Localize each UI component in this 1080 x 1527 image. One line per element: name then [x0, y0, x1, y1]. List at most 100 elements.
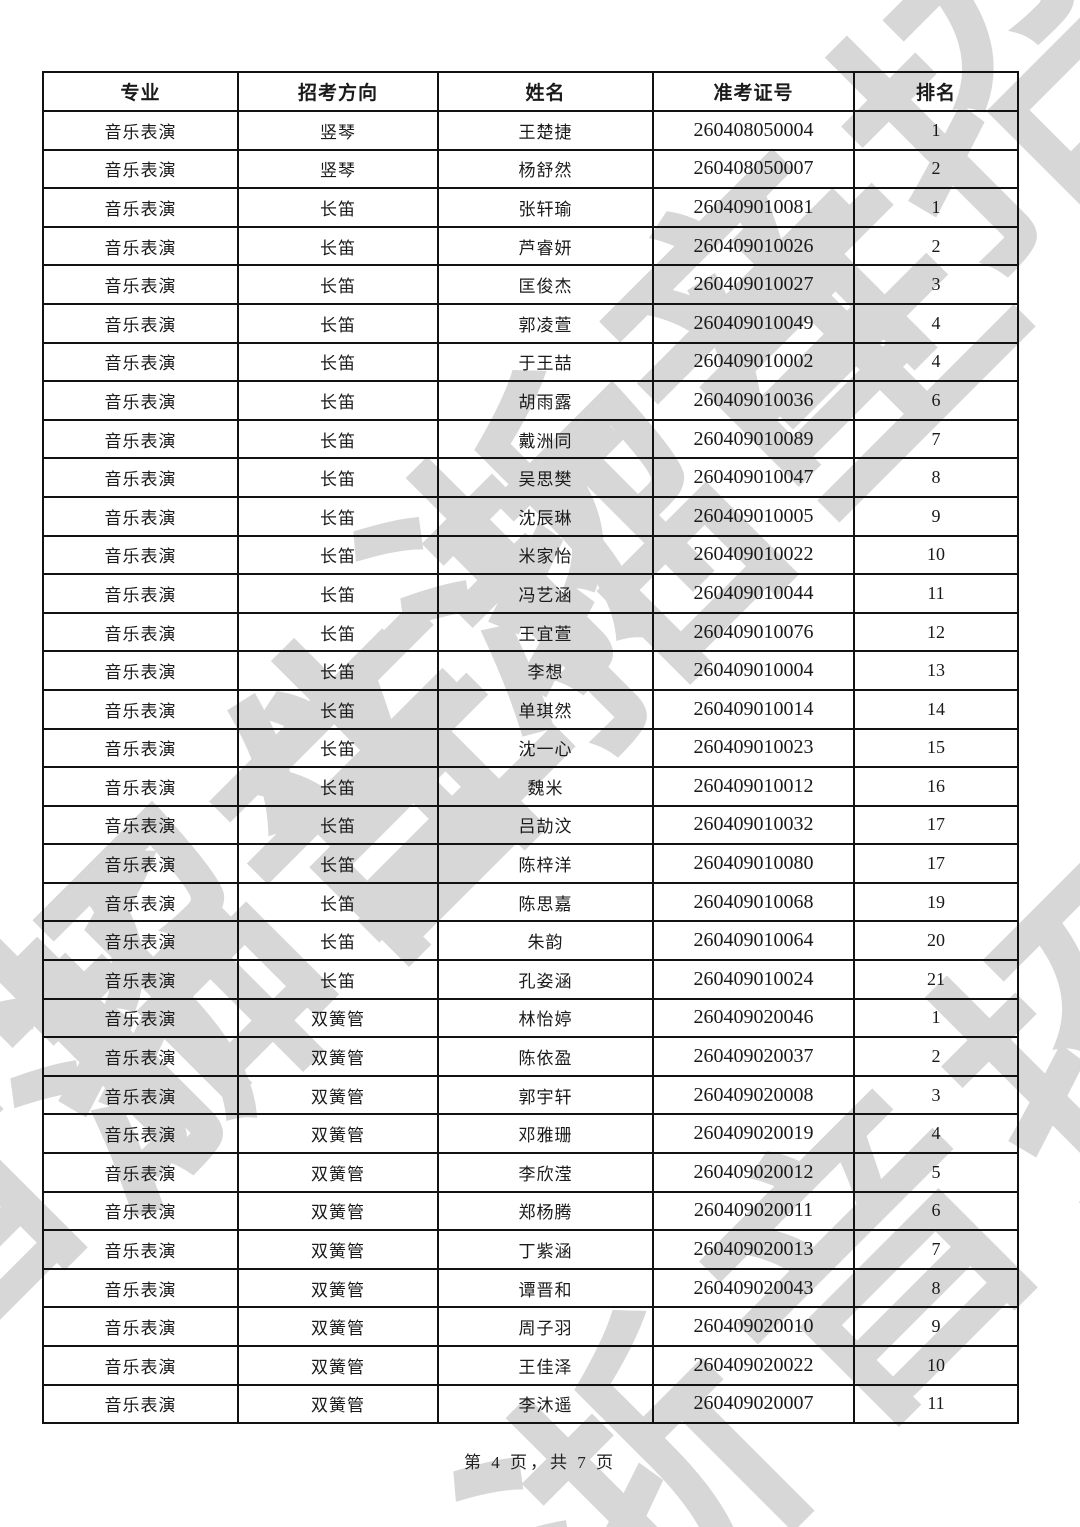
cell-rank: 13 [853, 650, 1019, 691]
cell-rank: 14 [853, 688, 1019, 730]
cell-major: 音乐表演 [42, 534, 239, 576]
cell-direction: 长笛 [237, 187, 439, 228]
cell-rank: 10 [853, 534, 1019, 576]
table-row: 音乐表演 长笛 吕劼汶 260409010032 17 [42, 804, 1019, 846]
cell-ticket: 260409010080 [652, 843, 855, 884]
cell-name: 冯艺涵 [437, 573, 654, 614]
header-major: 专业 [42, 71, 239, 112]
cell-rank: 4 [853, 302, 1019, 344]
cell-name: 周子羽 [437, 1306, 654, 1347]
cell-rank: 1 [853, 110, 1019, 151]
cell-rank: 5 [853, 1152, 1019, 1193]
cell-major: 音乐表演 [42, 804, 239, 846]
cell-name: 陈思嘉 [437, 881, 654, 923]
cell-name: 郭凌萱 [437, 302, 654, 344]
cell-rank: 7 [853, 1229, 1019, 1270]
cell-rank: 2 [853, 148, 1019, 190]
cell-ticket: 260409010036 [652, 380, 855, 421]
cell-direction: 长笛 [237, 457, 439, 498]
cell-rank: 20 [853, 920, 1019, 962]
table-row: 音乐表演 长笛 孔姿涵 260409010024 21 [42, 959, 1019, 1000]
cell-name: 匡俊杰 [437, 264, 654, 305]
table-row: 音乐表演 长笛 于王喆 260409010002 4 [42, 341, 1019, 383]
cell-major: 音乐表演 [42, 187, 239, 228]
cell-name: 陈梓洋 [437, 843, 654, 884]
cell-ticket: 260409020043 [652, 1267, 855, 1309]
cell-ticket: 260409010012 [652, 766, 855, 807]
table-row: 音乐表演 双簧管 周子羽 260409020010 9 [42, 1306, 1019, 1347]
cell-major: 音乐表演 [42, 650, 239, 691]
cell-name: 林怡婷 [437, 997, 654, 1039]
cell-major: 音乐表演 [42, 1306, 239, 1347]
cell-rank: 16 [853, 766, 1019, 807]
cell-ticket: 260409010023 [652, 727, 855, 769]
cell-name: 谭晋和 [437, 1267, 654, 1309]
cell-rank: 8 [853, 457, 1019, 498]
table-row: 音乐表演 长笛 匡俊杰 260409010027 3 [42, 264, 1019, 305]
cell-direction: 长笛 [237, 727, 439, 769]
table-row: 音乐表演 长笛 戴洲同 260409010089 7 [42, 418, 1019, 460]
table-row: 音乐表演 长笛 李想 260409010004 13 [42, 650, 1019, 691]
table-row: 音乐表演 双簧管 丁紫涵 260409020013 7 [42, 1229, 1019, 1270]
cell-direction: 长笛 [237, 688, 439, 730]
cell-ticket: 260409020013 [652, 1229, 855, 1270]
cell-direction: 长笛 [237, 881, 439, 923]
cell-name: 邓雅珊 [437, 1113, 654, 1155]
cell-direction: 长笛 [237, 534, 439, 576]
table-row: 音乐表演 双簧管 谭晋和 260409020043 8 [42, 1267, 1019, 1309]
cell-major: 音乐表演 [42, 457, 239, 498]
cell-major: 音乐表演 [42, 959, 239, 1000]
cell-direction: 双簧管 [237, 1345, 439, 1386]
cell-name: 沈一心 [437, 727, 654, 769]
table-row: 音乐表演 长笛 米家怡 260409010022 10 [42, 534, 1019, 576]
header-rank: 排名 [853, 71, 1019, 112]
cell-major: 音乐表演 [42, 225, 239, 267]
cell-direction: 长笛 [237, 573, 439, 614]
cell-rank: 17 [853, 843, 1019, 884]
table-row: 音乐表演 双簧管 李沐遥 260409020007 11 [42, 1383, 1019, 1425]
cell-ticket: 260409010068 [652, 881, 855, 923]
cell-major: 音乐表演 [42, 997, 239, 1039]
cell-direction: 长笛 [237, 766, 439, 807]
cell-rank: 19 [853, 881, 1019, 923]
cell-direction: 长笛 [237, 264, 439, 305]
cell-rank: 4 [853, 1113, 1019, 1155]
cell-rank: 17 [853, 804, 1019, 846]
table-row: 音乐表演 长笛 张轩瑜 260409010081 1 [42, 187, 1019, 228]
cell-name: 朱韵 [437, 920, 654, 962]
cell-major: 音乐表演 [42, 1267, 239, 1309]
cell-rank: 9 [853, 1306, 1019, 1347]
cell-major: 音乐表演 [42, 1383, 239, 1425]
cell-name: 张轩瑜 [437, 187, 654, 228]
cell-major: 音乐表演 [42, 1036, 239, 1077]
cell-rank: 9 [853, 495, 1019, 537]
table-row: 音乐表演 长笛 陈梓洋 260409010080 17 [42, 843, 1019, 884]
table-row: 音乐表演 长笛 芦睿妍 260409010026 2 [42, 225, 1019, 267]
cell-ticket: 260409020019 [652, 1113, 855, 1155]
cell-rank: 4 [853, 341, 1019, 383]
cell-ticket: 260409020022 [652, 1345, 855, 1386]
cell-rank: 10 [853, 1345, 1019, 1386]
table-row: 音乐表演 双簧管 郭宇轩 260409020008 3 [42, 1074, 1019, 1116]
cell-direction: 长笛 [237, 959, 439, 1000]
cell-major: 音乐表演 [42, 611, 239, 653]
table-row: 音乐表演 长笛 王宜萱 260409010076 12 [42, 611, 1019, 653]
cell-ticket: 260409010044 [652, 573, 855, 614]
table-row: 音乐表演 长笛 单琪然 260409010014 14 [42, 688, 1019, 730]
table-row: 音乐表演 双簧管 陈依盈 260409020037 2 [42, 1036, 1019, 1077]
table-row: 音乐表演 长笛 朱韵 260409010064 20 [42, 920, 1019, 962]
header-ticket: 准考证号 [652, 71, 855, 112]
cell-direction: 长笛 [237, 920, 439, 962]
cell-major: 音乐表演 [42, 688, 239, 730]
cell-ticket: 260409010049 [652, 302, 855, 344]
cell-ticket: 260409010004 [652, 650, 855, 691]
cell-rank: 1 [853, 997, 1019, 1039]
cell-major: 音乐表演 [42, 1345, 239, 1386]
page-indicator: 第 4 页，共 7 页 [464, 1453, 616, 1472]
cell-rank: 1 [853, 187, 1019, 228]
cell-rank: 3 [853, 1074, 1019, 1116]
cell-major: 音乐表演 [42, 1074, 239, 1116]
cell-name: 胡雨露 [437, 380, 654, 421]
cell-ticket: 260409020007 [652, 1383, 855, 1425]
cell-direction: 长笛 [237, 495, 439, 537]
